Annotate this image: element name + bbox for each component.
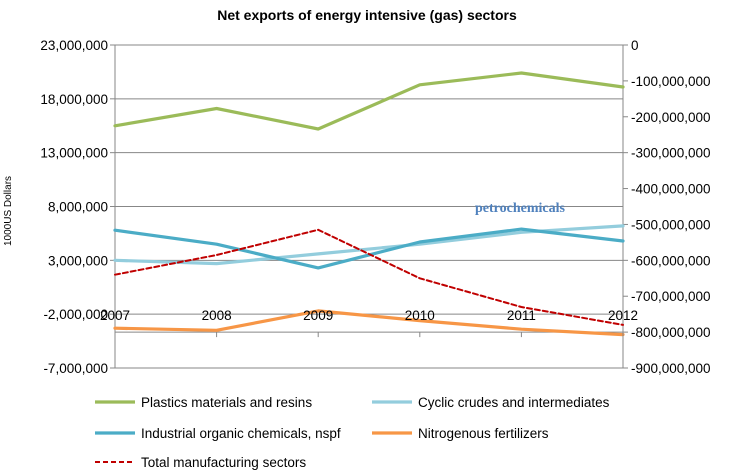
right-tick-label: -900,000,000 — [631, 361, 711, 376]
left-tick-label: 3,000,000 — [48, 253, 108, 268]
legend-label: Nitrogenous fertilizers — [418, 426, 549, 441]
petrochemicals-annotation: petrochemicals — [475, 201, 565, 216]
legend-label: Plastics materials and resins — [141, 395, 312, 410]
right-tick-label: -100,000,000 — [631, 74, 711, 89]
x-tick-label: 2011 — [507, 308, 536, 323]
right-tick-label: -300,000,000 — [631, 146, 711, 161]
series-line — [113, 309, 625, 337]
legend-label: Cyclic crudes and intermediates — [418, 395, 610, 410]
y-axis-label: 1000US Dollars — [3, 176, 14, 246]
legend-label: Total manufacturing sectors — [141, 455, 306, 470]
legend-label: Industrial organic chemicals, nspf — [141, 426, 341, 441]
legend: Plastics materials and resins Cyclic crud… — [95, 395, 610, 470]
right-tick-label: -600,000,000 — [631, 253, 711, 268]
series-line — [114, 228, 624, 326]
left-tick-label: 8,000,000 — [48, 200, 108, 215]
left-tick-label: -7,000,000 — [43, 361, 108, 376]
right-tick-label: -400,000,000 — [631, 182, 711, 197]
chart-title: Net exports of energy intensive (gas) se… — [217, 7, 517, 23]
x-tick-label: 2009 — [303, 308, 333, 323]
x-tick-labels: 2007 2008 2009 2010 2011 2012 — [100, 308, 638, 338]
left-tick-label: 13,000,000 — [40, 146, 108, 161]
x-tick-label: 2007 — [100, 308, 130, 323]
x-tick-label: 2010 — [405, 308, 435, 323]
axes: 23,000,000 18,000,000 13,000,000 8,000,000 3… — [40, 38, 710, 376]
left-tick-label: -2,000,000 — [43, 307, 108, 322]
right-tick-label: -500,000,000 — [631, 217, 711, 232]
right-tick-label: -200,000,000 — [631, 110, 711, 125]
right-tick-label: -700,000,000 — [631, 289, 711, 304]
series-line — [113, 71, 625, 131]
left-tick-label: 23,000,000 — [40, 38, 108, 53]
left-tick-label: 18,000,000 — [40, 92, 108, 107]
right-tick-label: -800,000,000 — [631, 325, 711, 340]
series-lines — [113, 71, 625, 337]
x-tick-label: 2012 — [608, 308, 638, 323]
x-tick-label: 2008 — [202, 308, 232, 323]
right-tick-label: 0 — [631, 38, 639, 53]
